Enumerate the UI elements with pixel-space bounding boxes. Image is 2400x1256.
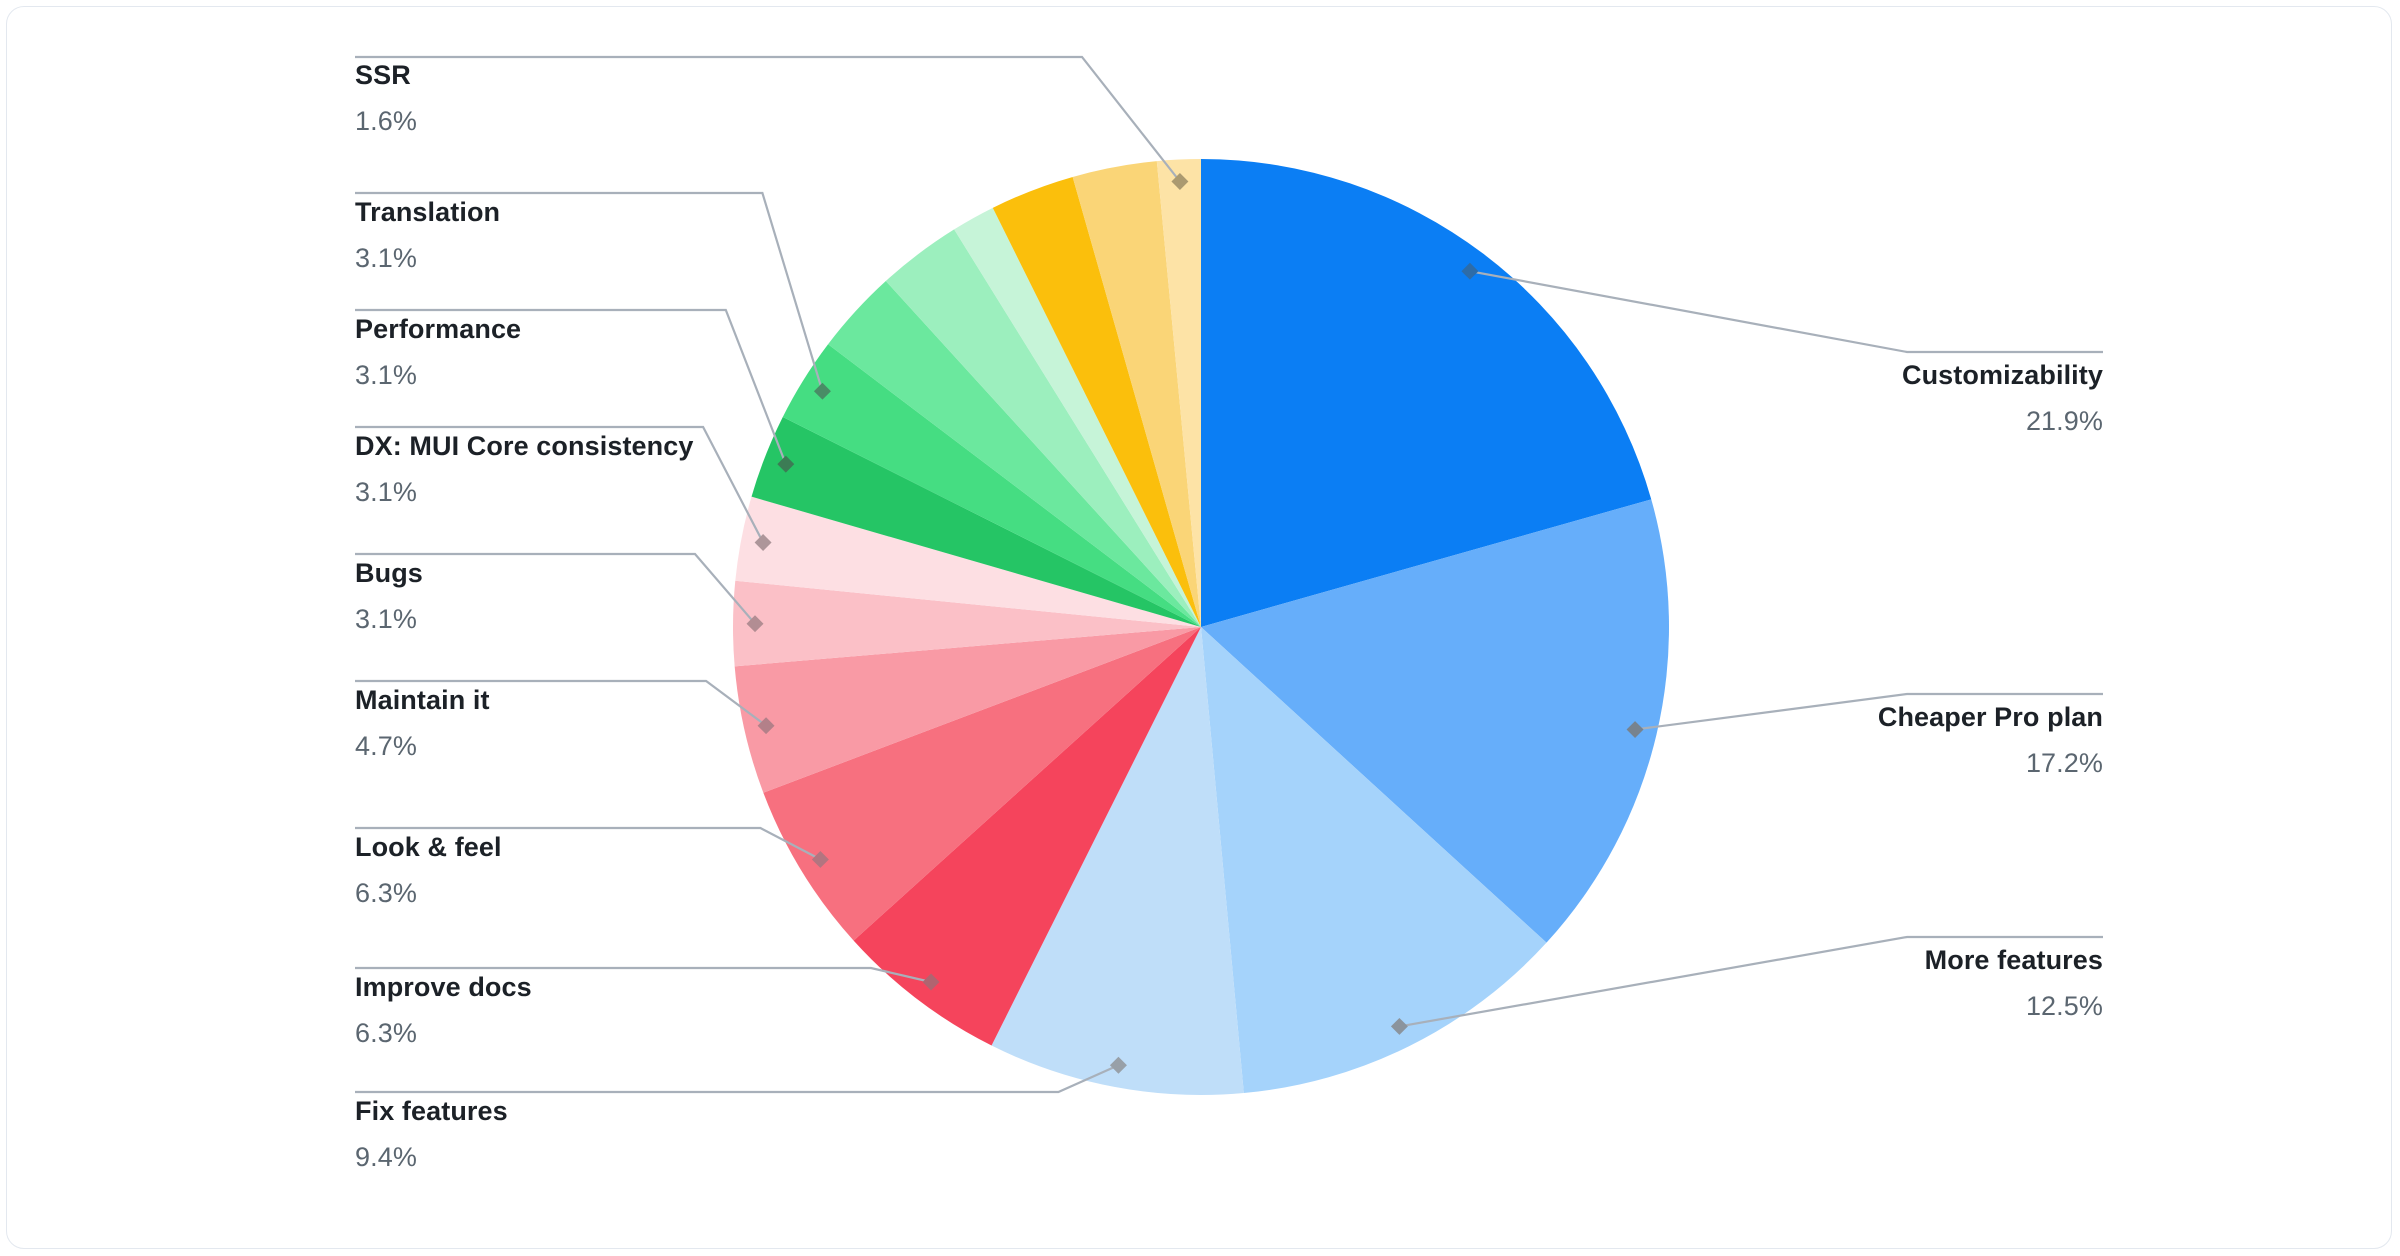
- slice-label-value: 4.7%: [355, 731, 417, 761]
- slice-label-value: 3.1%: [355, 477, 417, 507]
- slice-label-title: Fix features: [355, 1096, 508, 1126]
- leader-marker: [811, 850, 829, 868]
- slice-label-value: 3.1%: [355, 360, 417, 390]
- slice-label-title: Customizability: [1902, 360, 2103, 390]
- slice-label-value: 6.3%: [355, 878, 417, 908]
- pie-slice[interactable]: [853, 627, 1201, 1046]
- slice-label-title: Translation: [355, 197, 500, 227]
- slice-label-title: Improve docs: [355, 972, 532, 1002]
- pie-chart[interactable]: Customizability 21.9% Cheaper Pro plan 17.2…: [7, 7, 2392, 1249]
- slice-label-title: Bugs: [355, 558, 423, 588]
- slice-label-title: Look & feel: [355, 832, 502, 862]
- slice-label-title: More features: [1925, 945, 2103, 975]
- slice-label-value: 12.5%: [2026, 991, 2103, 1021]
- slice-label-title: Cheaper Pro plan: [1878, 702, 2103, 732]
- leader-line: [355, 826, 821, 861]
- slice-label-value: 6.3%: [355, 1018, 417, 1048]
- pie-slice[interactable]: [954, 207, 1201, 628]
- leader-line: [355, 308, 787, 465]
- pie-slice[interactable]: [1156, 159, 1201, 627]
- leader-line: [1399, 935, 2103, 1028]
- slice-label-value: 17.2%: [2026, 748, 2103, 778]
- leader-line: [355, 425, 765, 544]
- leader-line: [355, 55, 1181, 183]
- slice-label-value: 3.1%: [355, 604, 417, 634]
- leader-lines-group: [355, 55, 2103, 1094]
- leader-marker: [1626, 721, 1644, 739]
- slice-label-value: 3.1%: [355, 243, 417, 273]
- leader-line: [355, 191, 824, 392]
- leader-line: [355, 966, 932, 984]
- leader-marker: [757, 717, 775, 735]
- pie-slice[interactable]: [992, 176, 1201, 627]
- leader-line: [1634, 692, 2103, 731]
- leader-marker: [777, 455, 795, 473]
- leader-marker: [813, 382, 831, 400]
- leader-marker: [754, 534, 772, 551]
- pie-chart-card: Customizability 21.9% Cheaper Pro plan 17.2…: [6, 6, 2392, 1249]
- leader-marker: [922, 973, 940, 991]
- pie-slices-group: [732, 159, 1670, 1096]
- pie-slice[interactable]: [751, 416, 1201, 627]
- leader-line: [355, 679, 767, 727]
- slice-label-value: 1.6%: [355, 106, 417, 136]
- pie-slice[interactable]: [763, 627, 1201, 941]
- pie-slice[interactable]: [1201, 159, 1652, 627]
- leader-marker: [1109, 1056, 1127, 1074]
- slice-label-value: 9.4%: [355, 1142, 417, 1172]
- slice-label-title: Maintain it: [355, 685, 490, 715]
- slice-label-title: SSR: [355, 60, 411, 90]
- slice-label-title: Performance: [355, 314, 521, 344]
- pie-slice[interactable]: [734, 627, 1201, 793]
- leader-line: [355, 552, 756, 625]
- pie-slice[interactable]: [828, 281, 1201, 627]
- slice-label-title: DX: MUI Core consistency: [355, 431, 693, 461]
- pie-slice[interactable]: [735, 496, 1201, 627]
- leader-line: [1469, 270, 2103, 354]
- pie-slice[interactable]: [1201, 627, 1547, 1094]
- pie-slice[interactable]: [1072, 161, 1201, 627]
- leader-line: [355, 1064, 1119, 1094]
- pie-slice[interactable]: [1201, 499, 1670, 943]
- pie-slice[interactable]: [732, 580, 1201, 667]
- leader-marker: [746, 615, 764, 633]
- pie-labels-group: Customizability 21.9% Cheaper Pro plan 17.2…: [355, 60, 2103, 1172]
- pie-slice[interactable]: [991, 627, 1244, 1096]
- pie-slice[interactable]: [782, 344, 1201, 627]
- slice-label-value: 21.9%: [2026, 406, 2103, 436]
- pie-slice[interactable]: [885, 229, 1201, 627]
